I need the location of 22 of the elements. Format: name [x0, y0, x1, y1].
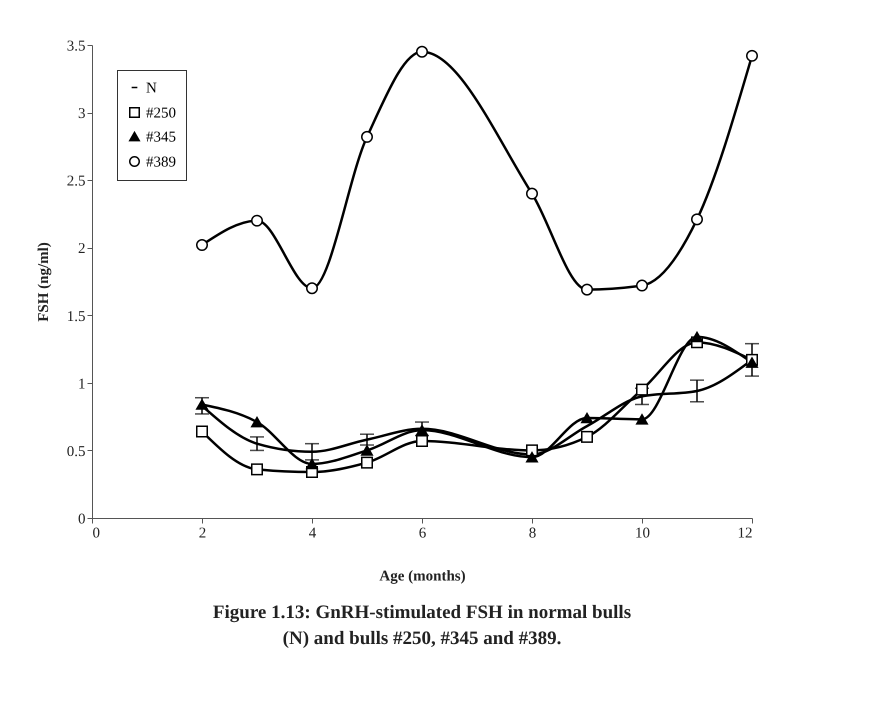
y-axis-title: FSH (ng/ml) [36, 242, 52, 322]
y-tick-label: 1 [78, 376, 86, 392]
y-tick-label: 2 [78, 241, 86, 258]
y-tick-label: 3.5 [66, 38, 86, 54]
y-tick-label: 2.5 [66, 174, 86, 190]
y-tick-label: 0.5 [66, 444, 86, 460]
x-tick-label: 10 [635, 526, 650, 542]
text: Figure 1.13: GnRH-stimulated FSH in normal bulls (N) and bulls #250, #345 and #389. [212, 602, 632, 649]
x-tick-label: 0 [92, 526, 100, 542]
legend-label: N [146, 80, 157, 96]
x-tick-label: 12 [738, 526, 752, 542]
x-tick-label: 2 [198, 526, 206, 542]
legend-label: #345 [146, 130, 176, 146]
x-tick-label: 6 [418, 526, 427, 542]
x-tick-label: 8 [528, 526, 536, 542]
x-axis-title: Age (months) [379, 568, 466, 584]
legend-label: #389 [146, 154, 176, 170]
y-tick-label: 3 [78, 106, 86, 122]
x-tick-label: 4 [308, 526, 317, 542]
legend-label: #250 [146, 106, 176, 122]
y-tick-label: 0 [78, 512, 86, 528]
y-tick-label: 1.5 [66, 308, 86, 325]
